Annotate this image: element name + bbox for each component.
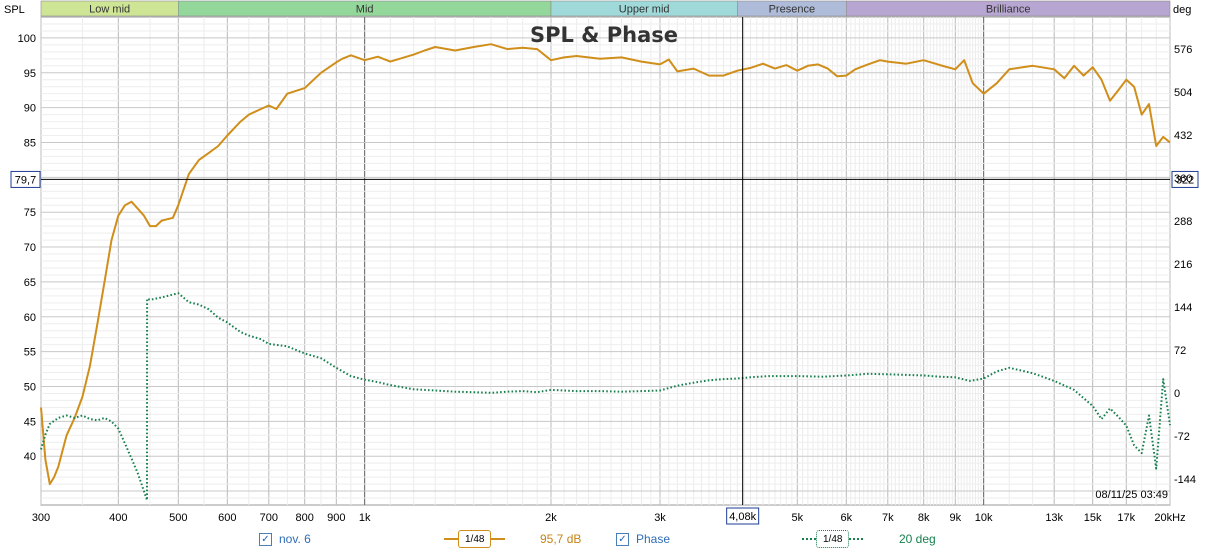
x-tick-label: 300	[32, 512, 50, 524]
smoothing-badge-phase[interactable]: 1/48	[816, 530, 850, 548]
spl-line-swatch-right	[491, 538, 506, 540]
legend-series2-name: Phase	[636, 532, 671, 546]
x-tick-label: 1k	[359, 512, 371, 524]
frequency-bands: Low mid Mid Upper mid Presence Brilliance	[40, 0, 1171, 17]
y-right-tick-label: 576	[1174, 44, 1192, 56]
spl-line	[40, 43, 1171, 486]
x-tick-label: 400	[109, 512, 127, 524]
cursor-y-readout: 79,7	[15, 174, 36, 186]
band-label-4: Brilliance	[986, 4, 1031, 16]
legend-series2-toggle[interactable]: ✓ Phase	[616, 529, 670, 549]
left-axis-label: SPL	[4, 4, 25, 16]
legend-series1-smoothing[interactable]: 1/48	[444, 529, 506, 549]
timestamp: 08/11/25 03:49	[1095, 489, 1168, 501]
cursor-x-readout: 4,08k	[729, 511, 756, 523]
y-left-tick-label: 60	[24, 312, 36, 324]
band-label-0: Low mid	[89, 4, 130, 16]
cursor-x-readout-box	[726, 507, 760, 525]
cursor-right-readout: 322	[1176, 174, 1194, 186]
x-tick-label: 15k	[1084, 512, 1102, 524]
x-tick-label: 8k	[918, 512, 930, 524]
x-tick-label: 2k	[545, 512, 557, 524]
smoothing-badge-spl[interactable]: 1/48	[458, 530, 492, 548]
x-tick-label: 6k	[841, 512, 853, 524]
legend-series1-toggle[interactable]: ✓ nov. 6	[259, 529, 311, 549]
legend-series1-value: 95,7 dB	[540, 532, 582, 546]
band-label-2: Upper mid	[619, 4, 670, 16]
x-tick-label: 13k	[1045, 512, 1063, 524]
y-right-tick-label: 72	[1174, 345, 1186, 357]
cursor-right-readout-box	[1171, 170, 1199, 188]
y-left-tick-label: 45	[24, 416, 36, 428]
y-right-tick-label: -72	[1174, 431, 1190, 443]
y-right-tick-label: 216	[1174, 259, 1192, 271]
x-tick-label: 9k	[950, 512, 962, 524]
phase-line-swatch-right	[849, 538, 864, 540]
y-left-tick-label: 55	[24, 347, 36, 359]
x-tick-label: 800	[295, 512, 313, 524]
tick-labels: 300 400 500 600 700 800 900 1k 2k 3k 5k 6k 7k 8k 9k 10k…	[18, 33, 1196, 524]
y-left-tick-label: 95	[24, 68, 36, 80]
right-axis-label: deg	[1173, 4, 1191, 16]
y-left-tick-label: 50	[24, 381, 36, 393]
legend-series1-name: nov. 6	[279, 532, 311, 546]
y-right-tick-label: 0	[1174, 388, 1180, 400]
x-tick-label: 3k	[654, 512, 666, 524]
y-right-tick-label: 504	[1174, 87, 1192, 99]
legend-series2-smoothing[interactable]: 1/48	[802, 529, 864, 549]
band-label-1: Mid	[356, 4, 374, 16]
y-left-tick-label: 75	[24, 207, 36, 219]
checkbox-nov6[interactable]: ✓	[259, 532, 272, 546]
x-tick-label: 20kHz	[1154, 512, 1185, 524]
x-tick-label: 900	[327, 512, 345, 524]
x-tick-label: 500	[169, 512, 187, 524]
y-left-tick-label: 65	[24, 277, 36, 289]
x-tick-label: 600	[218, 512, 236, 524]
y-right-tick-label: 432	[1174, 130, 1192, 142]
chart-title: SPL & Phase	[530, 23, 678, 47]
x-tick-label: 7k	[882, 512, 894, 524]
checkbox-phase[interactable]: ✓	[616, 532, 629, 546]
cursor-layer[interactable]: 79,7 322 4,08k	[10, 17, 1199, 525]
x-tick-label: 700	[260, 512, 278, 524]
band-label-3: Presence	[769, 4, 815, 16]
phase-line-swatch-left	[802, 538, 816, 540]
y-left-tick-label: 90	[24, 103, 36, 115]
grid	[40, 17, 1171, 505]
y-right-tick-label: 144	[1174, 302, 1192, 314]
cursor-y-readout-box	[10, 170, 41, 188]
series-layer	[40, 43, 1171, 502]
y-left-tick-label: 85	[24, 137, 36, 149]
x-tick-label: 10k	[975, 512, 993, 524]
y-left-tick-label: 40	[24, 451, 36, 463]
y-left-tick-label: 100	[18, 33, 36, 45]
spl-line-swatch-left	[444, 538, 458, 540]
band-4	[846, 0, 1171, 17]
legend-series2-value: 20 deg	[899, 532, 936, 546]
x-tick-label: 5k	[792, 512, 804, 524]
y-right-tick-label: -144	[1174, 474, 1196, 486]
y-right-tick-label: 360	[1174, 173, 1192, 185]
y-right-tick-label: 288	[1174, 216, 1192, 228]
x-tick-label: 17k	[1117, 512, 1135, 524]
y-left-tick-label: 70	[24, 242, 36, 254]
